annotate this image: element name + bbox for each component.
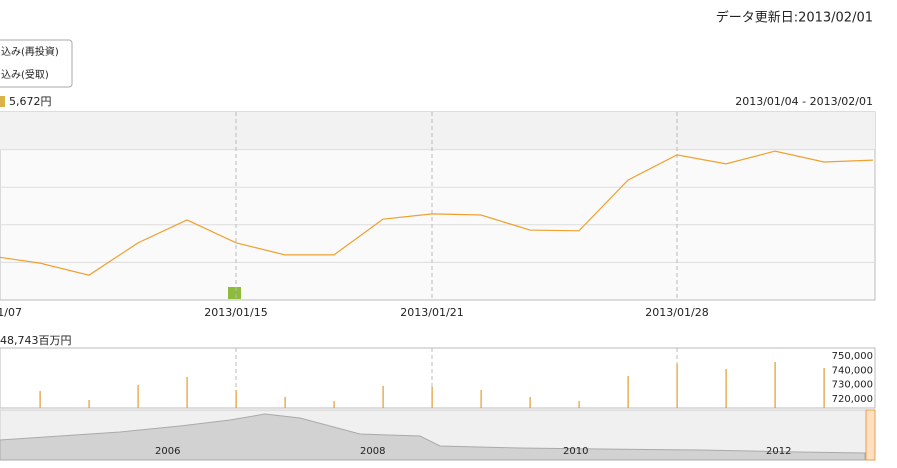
navigator-handle[interactable] — [865, 409, 876, 461]
update-date: データ更新日:2013/02/01 — [716, 10, 873, 26]
x-tick-label: 2013/01/21 — [400, 306, 463, 319]
volume-bar — [480, 389, 482, 408]
volume-bar — [235, 389, 237, 408]
volume-bar — [578, 400, 580, 408]
volume-bar — [676, 364, 678, 408]
x-tick-label: 2013/01/15 — [204, 306, 267, 319]
legend-item[interactable]: 込み(再投資) — [1, 45, 59, 58]
volume-bar — [431, 386, 433, 408]
volume-bar — [774, 362, 776, 408]
volume-bar — [39, 390, 41, 408]
date-range: 2013/01/04 - 2013/02/01 — [735, 95, 873, 108]
volume-bar — [627, 376, 629, 408]
navigator-label: 2012 — [766, 446, 791, 457]
volume-bar — [137, 384, 139, 408]
y-tick-label: 750,000 — [832, 351, 873, 362]
y-tick-label: 730,000 — [832, 380, 873, 391]
volume-plot — [0, 347, 876, 409]
latest-price: 5,672円 — [9, 95, 52, 108]
navigator-label: 2010 — [563, 446, 588, 457]
x-tick-label: 2013/01/28 — [645, 306, 708, 319]
y-tick-label: 740,000 — [832, 365, 873, 376]
legend-item[interactable]: 込み(受取) — [1, 69, 49, 81]
price-icon — [0, 96, 5, 107]
volume-bar — [382, 385, 384, 408]
navigator-area — [0, 413, 866, 461]
volume-bar — [284, 396, 286, 408]
x-tick-label: 1/07 — [0, 306, 22, 319]
price-line — [0, 150, 874, 276]
volume-bar — [186, 376, 188, 408]
navigator-label: 2008 — [360, 446, 385, 457]
legend-box — [0, 39, 73, 88]
y-tick-label: 720,000 — [832, 394, 873, 405]
volume-bar — [823, 368, 825, 408]
volume-bar — [88, 399, 90, 408]
volume-bar — [725, 369, 727, 408]
volume-bar — [529, 396, 531, 408]
navigator-label: 2006 — [155, 446, 180, 457]
price-band — [0, 112, 875, 150]
volume-bar — [333, 400, 335, 408]
latest-volume: 48,743百万円 — [0, 334, 72, 347]
event-marker[interactable] — [228, 287, 241, 299]
